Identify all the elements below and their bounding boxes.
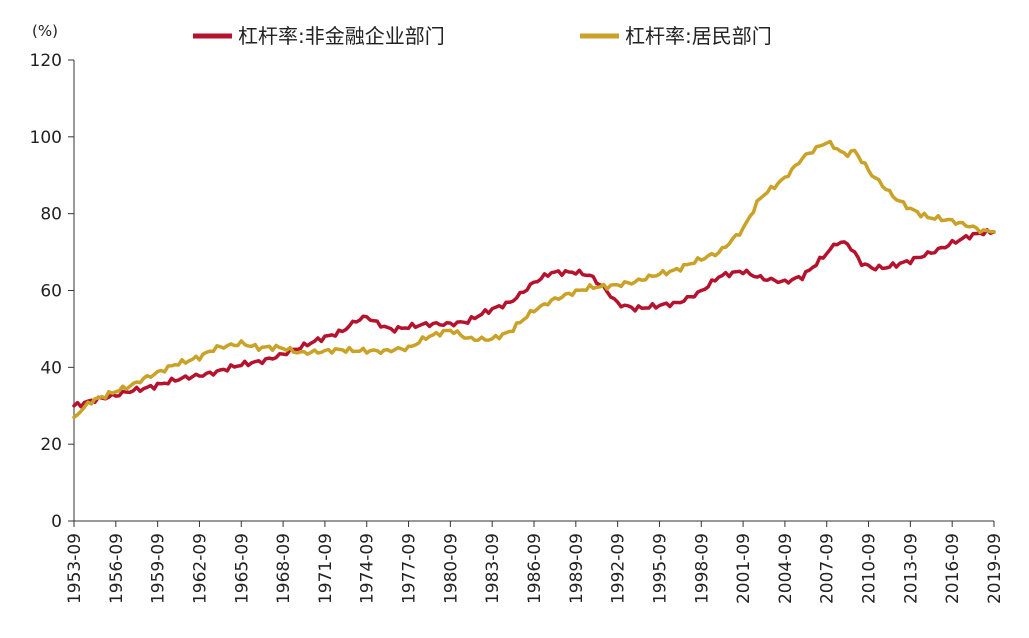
x-tick-label: 1971-09: [316, 533, 336, 604]
x-tick-label: 1968-09: [274, 533, 294, 604]
y-tick-label: 100: [30, 128, 62, 148]
legend-label-enterprise: 杠杆率:非金融企业部门: [238, 24, 445, 48]
x-tick-label: 1959-09: [149, 533, 169, 604]
series-line-household: [72, 139, 996, 420]
x-tick-label: 2001-09: [734, 533, 754, 604]
x-tick-label: 1974-09: [358, 533, 378, 604]
x-tick-label: 1977-09: [400, 533, 420, 604]
x-axis-ticks: 1953-09 1956-09 1959-09 1962-09 1965-09 1968-…: [65, 521, 1005, 604]
y-unit-label: (%): [32, 22, 58, 40]
x-tick-label: 1998-09: [692, 533, 712, 604]
legend-label-household: 杠杆率:居民部门: [625, 24, 772, 48]
x-tick-label: 1980-09: [441, 533, 461, 604]
x-tick-label: 1995-09: [650, 533, 670, 604]
y-tick-label: 120: [30, 51, 62, 71]
x-tick-label: 1992-09: [609, 533, 629, 604]
y-tick-label: 40: [40, 358, 62, 378]
legend: 杠杆率:非金融企业部门 杠杆率:居民部门: [193, 24, 772, 48]
y-tick-label: 0: [51, 512, 62, 532]
y-tick-label: 20: [40, 435, 62, 455]
x-tick-label: 2007-09: [818, 533, 838, 604]
y-axis-ticks: 0 20 40 60 80 100 120: [30, 51, 74, 532]
x-tick-label: 1962-09: [190, 533, 210, 604]
x-tick-label: 1956-09: [107, 533, 127, 604]
y-tick-label: 60: [40, 282, 62, 302]
series-layer: [72, 139, 996, 420]
x-tick-label: 2010-09: [860, 533, 880, 604]
y-tick-label: 80: [40, 205, 62, 225]
x-tick-label: 1953-09: [65, 533, 85, 604]
x-tick-label: 2013-09: [901, 533, 921, 604]
x-tick-label: 2016-09: [943, 533, 963, 604]
x-tick-label: 1989-09: [567, 533, 587, 604]
series-line-enterprise: [72, 228, 996, 409]
x-tick-label: 2004-09: [776, 533, 796, 604]
x-tick-label: 1986-09: [525, 533, 545, 604]
x-tick-label: 1965-09: [232, 533, 252, 604]
x-tick-label: 1983-09: [483, 533, 503, 604]
x-tick-label: 2019-09: [985, 533, 1005, 604]
